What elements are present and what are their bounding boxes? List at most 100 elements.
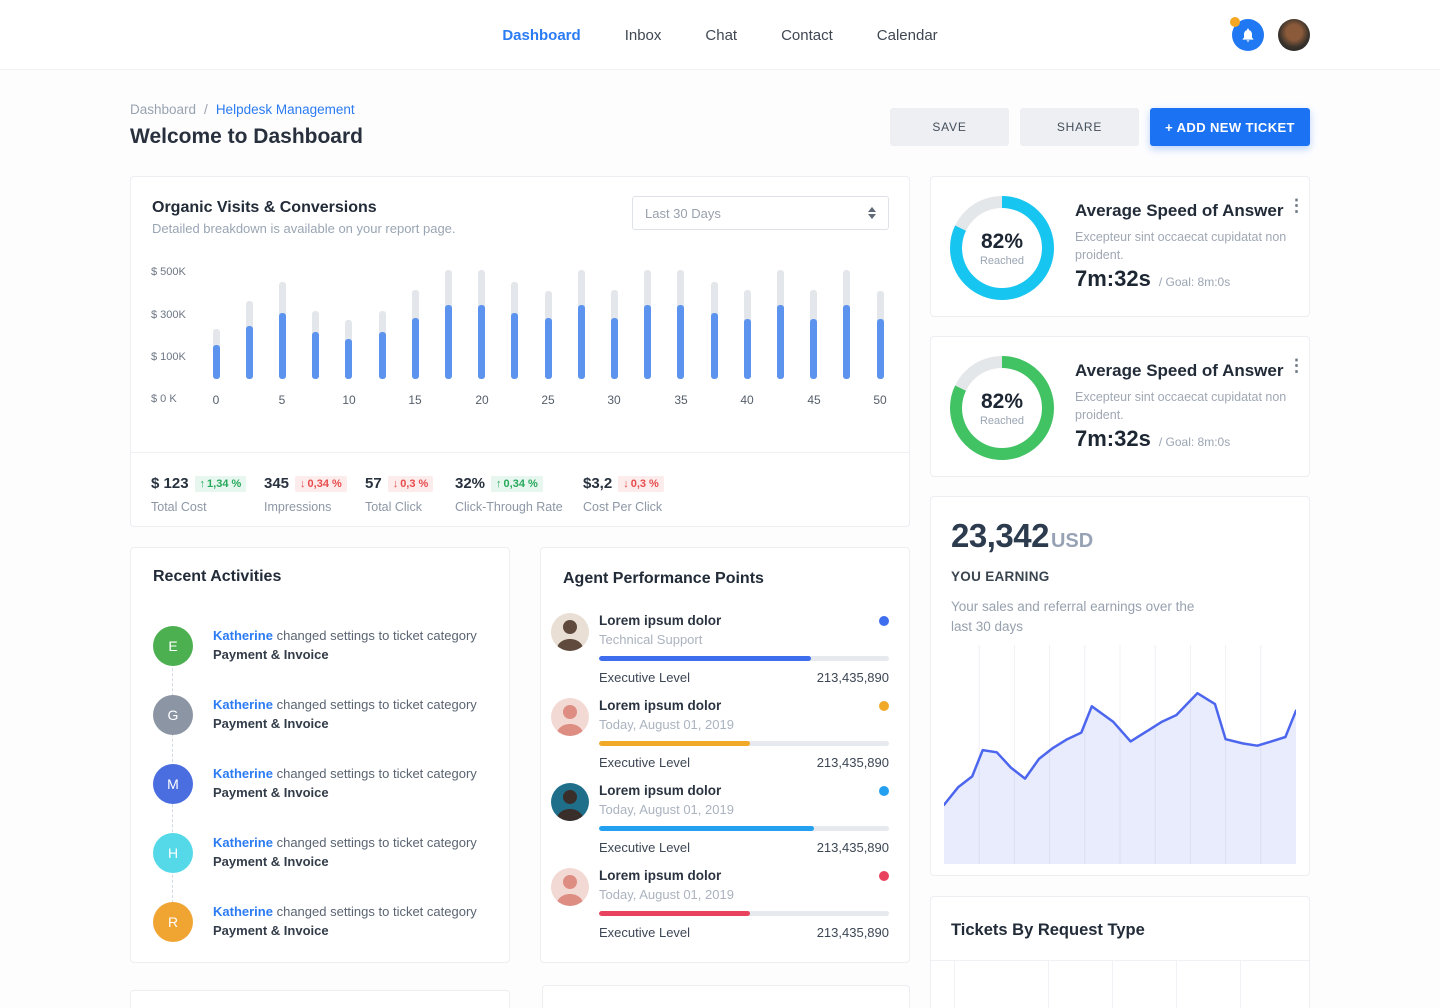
activity-avatar: R — [153, 902, 193, 942]
activity-action: changed settings to ticket category — [276, 697, 477, 712]
speed-of-answer-card: 82% Reached Average Speed of Answer Exce… — [930, 336, 1310, 477]
earnings-desc: Your sales and referral earnings over th… — [951, 599, 1195, 634]
agent-item: Lorem ipsum dolor Today, August 01, 2019… — [551, 698, 889, 770]
status-dot — [879, 615, 889, 626]
notifications-button[interactable] — [1230, 17, 1264, 51]
activity-user[interactable]: Katherine — [213, 766, 273, 781]
nav-item-chat[interactable]: Chat — [705, 26, 738, 44]
activity-action: changed settings to ticket category — [276, 766, 477, 781]
agent-name: Lorem ipsum dolor — [599, 868, 722, 883]
organic-bar-chart — [201, 269, 891, 379]
speed-time-value: 7m:32s — [1075, 426, 1151, 451]
status-dot — [879, 870, 889, 881]
agent-avatar — [551, 613, 589, 651]
earnings-currency: USD — [1050, 530, 1094, 552]
top-nav-bar: Dashboard Inbox Chat Contact Calendar — [0, 0, 1440, 70]
stat-value: $3,2 — [583, 475, 613, 492]
activity-action: changed settings to ticket category — [276, 628, 477, 643]
stat-label: Cost Per Click — [583, 500, 663, 514]
stat-arrow-icon: ↓ — [623, 477, 629, 490]
stat-arrow-icon: ↑ — [496, 477, 502, 490]
stat-arrow-icon: ↓ — [300, 477, 306, 490]
agent-item: Lorem ipsum dolor Today, August 01, 2019… — [551, 868, 889, 940]
kebab-menu-icon[interactable]: ⋮ — [1288, 196, 1305, 215]
activity-avatar: H — [153, 833, 193, 873]
earnings-amount: 23,342 — [951, 517, 1049, 554]
agent-avatar — [551, 783, 589, 821]
date-range-value: Last 30 Days — [645, 205, 721, 221]
activity-item: M Katherine changed settings to ticket c… — [153, 764, 489, 804]
stat-label: Click-Through Rate — [455, 500, 563, 514]
speed-card-desc: Excepteur sint occaecat cupidatat non pr… — [1075, 390, 1287, 422]
notification-badge — [1230, 17, 1240, 27]
recent-activities-card: Recent Activities E Katherine changed se… — [130, 547, 510, 963]
donut-reached-label: Reached — [979, 254, 1025, 267]
organic-visits-card: Organic Visits & Conversions Detailed br… — [130, 176, 910, 527]
speed-goal-label: / Goal: 8m:0s — [1158, 435, 1231, 449]
activity-user[interactable]: Katherine — [213, 628, 273, 643]
earnings-label: YOU EARNING — [951, 569, 1050, 584]
stat-delta-badge: ↑ 0,34 % — [491, 475, 543, 492]
tickets-card-title: Tickets By Request Type — [931, 897, 1309, 961]
activity-action: changed settings to ticket category — [276, 904, 477, 919]
activity-user[interactable]: Katherine — [213, 697, 273, 712]
donut-percent: 82% — [980, 389, 1024, 413]
stat-item: 32% ↑ 0,34 % Click-Through Rate — [455, 475, 563, 514]
activity-action: changed settings to ticket category — [276, 835, 477, 850]
agent-item: Lorem ipsum dolor Technical Support Exec… — [551, 613, 889, 685]
stat-label: Impressions — [264, 500, 332, 514]
organic-card-title: Organic Visits & Conversions — [152, 199, 377, 216]
activity-target: Payment & Invoice — [213, 922, 329, 938]
speed-time-value: 7m:32s — [1075, 266, 1151, 291]
speed-of-answer-card: 82% Reached Average Speed of Answer Exce… — [930, 176, 1310, 317]
stat-value: 57 — [365, 475, 382, 492]
stat-value: 345 — [264, 475, 290, 492]
agent-level: Executive Level — [599, 925, 691, 940]
agent-name: Lorem ipsum dolor — [599, 613, 722, 628]
agent-subtitle: Today, August 01, 2019 — [599, 802, 734, 817]
status-dot — [879, 785, 889, 796]
agent-level: Executive Level — [599, 670, 691, 685]
stat-label: Total Cost — [151, 500, 207, 514]
agent-progress-bar — [599, 911, 889, 916]
breadcrumb-dashboard[interactable]: Dashboard — [130, 102, 197, 117]
agent-avatar — [551, 868, 589, 906]
speed-card-desc: Excepteur sint occaecat cupidatat non pr… — [1075, 230, 1287, 262]
stat-delta-badge: ↑ 1,34 % — [194, 475, 247, 492]
stat-item: $ 123 ↑ 1,34 % Total Cost — [151, 475, 247, 514]
add-new-ticket-button[interactable]: + ADD NEW TICKET — [1150, 108, 1310, 146]
kebab-menu-icon[interactable]: ⋮ — [1288, 356, 1305, 375]
speed-donut-gauge: 82% Reached — [949, 355, 1055, 461]
agent-progress-bar — [599, 656, 889, 661]
user-avatar[interactable] — [1278, 19, 1310, 51]
activity-target: Payment & Invoice — [213, 784, 329, 800]
earnings-card: 23,342 USD YOU EARNING Your sales and re… — [930, 496, 1310, 876]
date-range-select[interactable]: Last 30 Days — [632, 196, 889, 230]
agent-points: 213,435,890 — [816, 925, 889, 940]
agent-subtitle: Technical Support — [599, 632, 703, 647]
breadcrumb-current[interactable]: Helpdesk Management — [215, 102, 355, 117]
agent-points: 213,435,890 — [816, 755, 889, 770]
nav-item-contact[interactable]: Contact — [781, 26, 833, 44]
speed-donut-gauge: 82% Reached — [949, 195, 1055, 301]
organic-card-subtitle: Detailed breakdown is available on your … — [152, 221, 456, 236]
activity-user[interactable]: Katherine — [213, 835, 273, 850]
share-button[interactable]: SHARE — [1020, 108, 1139, 146]
agent-avatar — [551, 698, 589, 736]
activity-item: G Katherine changed settings to ticket c… — [153, 695, 489, 735]
nav-item-inbox[interactable]: Inbox — [624, 26, 662, 44]
activity-user[interactable]: Katherine — [213, 904, 273, 919]
speed-goal-label: / Goal: 8m:0s — [1158, 275, 1231, 289]
save-button[interactable]: SAVE — [890, 108, 1009, 146]
stat-delta-badge: ↓ 0,3 % — [387, 475, 434, 492]
nav-item-calendar[interactable]: Calendar — [876, 26, 938, 44]
earnings-area-chart — [942, 645, 1298, 869]
nav-item-dashboard[interactable]: Dashboard — [502, 26, 581, 44]
activity-target: Payment & Invoice — [213, 715, 329, 731]
agent-points: 213,435,890 — [816, 840, 889, 855]
stat-item: $3,2 ↓ 0,3 % Cost Per Click — [583, 475, 664, 514]
page-title: Welcome to Dashboard — [130, 125, 363, 148]
donut-percent: 82% — [980, 229, 1024, 253]
stat-delta-badge: ↓ 0,34 % — [295, 475, 347, 492]
